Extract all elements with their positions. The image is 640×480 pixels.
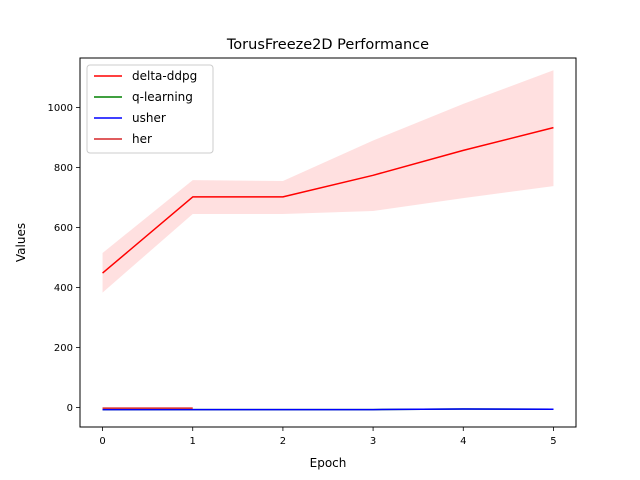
x-tick-label-1: 1 (190, 436, 196, 447)
y-tick-label-1: 200 (54, 343, 73, 354)
legend-label-3: her (132, 132, 152, 146)
series-line-2 (102, 408, 554, 411)
y-tick-label-2: 400 (54, 283, 73, 294)
x-tick-label-2: 2 (280, 436, 286, 447)
y-tick-label-4: 800 (54, 163, 73, 174)
x-tick-label-5: 5 (550, 436, 556, 447)
y-tick-label-3: 600 (54, 223, 73, 234)
x-axis-ticks: 0 1 2 3 4 5 (99, 427, 557, 447)
series-band-0 (102, 70, 554, 293)
legend: delta-ddpg q-learning usher her (86, 64, 214, 154)
legend-label-2: usher (132, 111, 166, 125)
x-tick-label-4: 4 (460, 436, 466, 447)
series-line-0 (102, 126, 554, 274)
y-axis-ticks: 0 200 400 600 800 1000 (48, 103, 80, 414)
y-tick-label-5: 1000 (48, 103, 73, 114)
confidence-bands (102, 70, 554, 293)
x-tick-label-3: 3 (370, 436, 376, 447)
series-lines (102, 126, 554, 411)
y-tick-label-0: 0 (67, 403, 73, 414)
y-axis-label: Values (14, 223, 28, 262)
axes-frame (79, 57, 577, 428)
x-axis-label: Epoch (310, 456, 347, 470)
legend-frame (86, 64, 214, 154)
legend-label-0: delta-ddpg (132, 69, 197, 83)
x-tick-label-0: 0 (99, 436, 105, 447)
chart-title: TorusFreeze2D Performance (226, 37, 429, 53)
legend-label-1: q-learning (132, 90, 193, 104)
